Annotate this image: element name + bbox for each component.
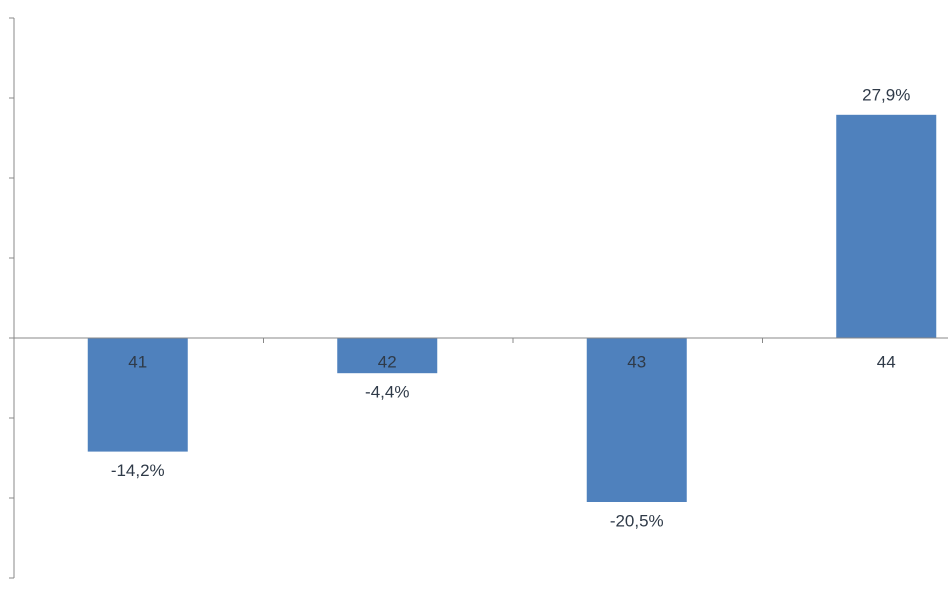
x-tick-label: 41 bbox=[128, 352, 147, 371]
value-label: -14,2% bbox=[111, 461, 165, 480]
bar bbox=[337, 338, 438, 374]
x-tick-label: 42 bbox=[378, 352, 397, 371]
bar bbox=[836, 114, 937, 338]
bar bbox=[87, 338, 188, 452]
x-tick-label: 43 bbox=[627, 352, 646, 371]
x-tick-label: 44 bbox=[877, 352, 896, 371]
value-label: -4,4% bbox=[365, 383, 409, 402]
bar bbox=[586, 338, 687, 502]
value-label: 27,9% bbox=[862, 85, 910, 104]
value-label: -20,5% bbox=[610, 511, 664, 530]
